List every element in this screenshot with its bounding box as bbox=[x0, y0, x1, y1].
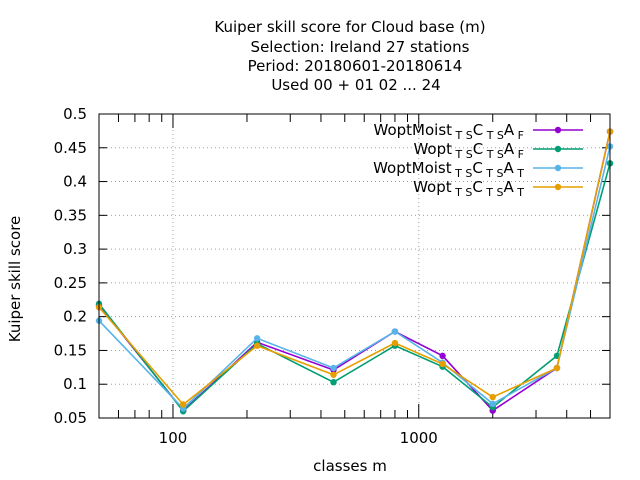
data-point bbox=[330, 371, 337, 378]
title-line-2: Selection: Ireland 27 stations bbox=[251, 38, 470, 56]
y-tick-label: 0.1 bbox=[63, 375, 87, 393]
y-tick-label: 0.5 bbox=[63, 105, 87, 123]
data-point bbox=[330, 378, 337, 386]
x-axis-label: classes m bbox=[313, 457, 387, 475]
series-layer bbox=[95, 128, 614, 415]
legend-swatch-marker bbox=[554, 164, 562, 172]
data-point bbox=[439, 360, 446, 368]
y-tick-label: 0.15 bbox=[54, 341, 87, 359]
legend-swatch-marker bbox=[554, 183, 562, 191]
x-tick-label: 100 bbox=[159, 429, 188, 447]
title-line-4: Used 00 + 01 02 ... 24 bbox=[271, 76, 440, 94]
legend-label: WoptMoist T SC T SA T bbox=[373, 159, 524, 180]
legend-label: WoptMoist T SC T SA F bbox=[374, 121, 525, 142]
y-tick-label: 0.05 bbox=[54, 409, 87, 427]
y-tick-label: 0.35 bbox=[54, 206, 87, 224]
data-point bbox=[391, 339, 399, 347]
data-point bbox=[553, 364, 561, 372]
data-point bbox=[179, 401, 187, 408]
y-tick-label: 0.2 bbox=[63, 308, 87, 326]
y-axis-label: Kuiper skill score bbox=[6, 216, 24, 343]
plot-frame bbox=[98, 113, 611, 419]
data-point bbox=[439, 352, 446, 360]
y-tick-label: 0.3 bbox=[63, 240, 87, 258]
legend-swatch-marker bbox=[554, 126, 562, 134]
legend-label: Wopt T SC T SA F bbox=[413, 140, 524, 161]
y-tick-label: 0.4 bbox=[63, 173, 87, 191]
title-line-1: Kuiper skill score for Cloud base (m) bbox=[214, 18, 485, 36]
title-line-3: Period: 20180601-20180614 bbox=[248, 57, 463, 75]
axis-ticks: 0.05 0.1 0.15 0.2 0.25 0.3 0.35 0.4 0.45 0.5 100 10… bbox=[54, 105, 610, 447]
data-point bbox=[391, 328, 399, 335]
x-tick-label: 1000 bbox=[400, 429, 438, 447]
series-line bbox=[98, 163, 611, 413]
data-point bbox=[489, 400, 496, 408]
data-point bbox=[330, 364, 337, 372]
data-point bbox=[253, 335, 261, 342]
series-line bbox=[98, 131, 611, 406]
legend-swatch-marker bbox=[554, 145, 562, 153]
chart-title: Kuiper skill score for Cloud base (m) Se… bbox=[214, 18, 485, 94]
data-point bbox=[253, 342, 261, 349]
grid bbox=[99, 114, 610, 418]
legend-label: Wopt T SC T SA T bbox=[413, 178, 524, 199]
y-tick-label: 0.45 bbox=[54, 139, 87, 157]
data-point bbox=[489, 393, 496, 401]
y-tick-label: 0.25 bbox=[54, 274, 87, 292]
series-line bbox=[98, 131, 611, 412]
